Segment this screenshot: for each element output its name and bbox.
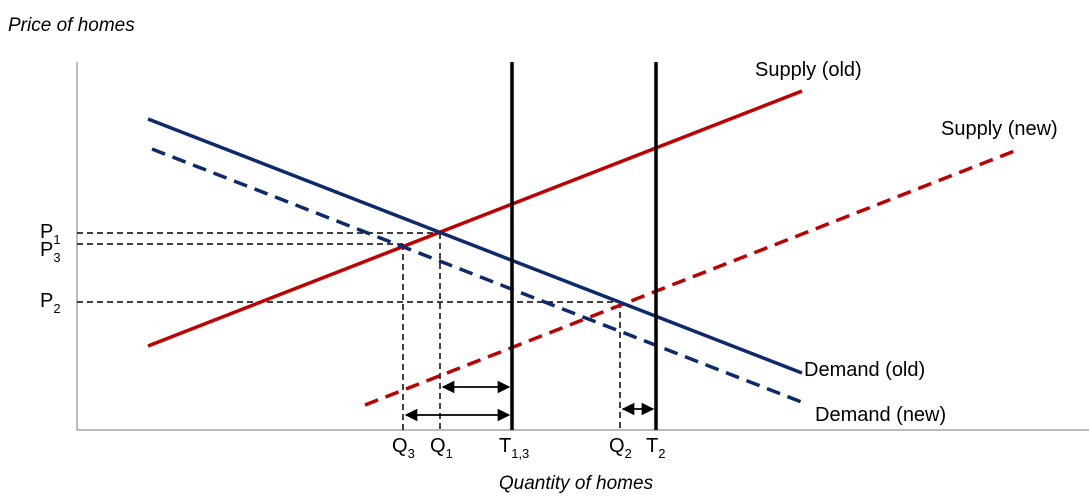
quantity-label-q3: Q3 bbox=[392, 435, 415, 461]
price-label-p1: P1 bbox=[40, 221, 61, 247]
supply-old-label: Supply (old) bbox=[755, 59, 862, 81]
price-label-p2: P2 bbox=[40, 290, 61, 316]
quantity-label-t13: T1,3 bbox=[499, 435, 529, 461]
demand-new-line bbox=[151, 147, 805, 405]
quantity-label-q1: Q1 bbox=[430, 435, 453, 461]
quantity-label-t2: T2 bbox=[646, 435, 665, 461]
supply-old-line bbox=[147, 89, 803, 348]
demand-new-label: Demand (new) bbox=[815, 404, 946, 426]
arrows bbox=[404, 380, 655, 422]
x-axis-title: Quantity of homes bbox=[499, 473, 654, 494]
demand-old-line bbox=[147, 117, 803, 375]
supply-new-label: Supply (new) bbox=[941, 118, 1058, 140]
guide-lines bbox=[77, 232, 621, 430]
price-label-p3: P3 bbox=[40, 239, 61, 265]
y-axis-title: Price of homes bbox=[8, 15, 135, 36]
demand-old-label: Demand (old) bbox=[804, 359, 925, 381]
quantity-label-q2: Q2 bbox=[609, 435, 632, 461]
supply-new-line bbox=[364, 148, 1018, 407]
